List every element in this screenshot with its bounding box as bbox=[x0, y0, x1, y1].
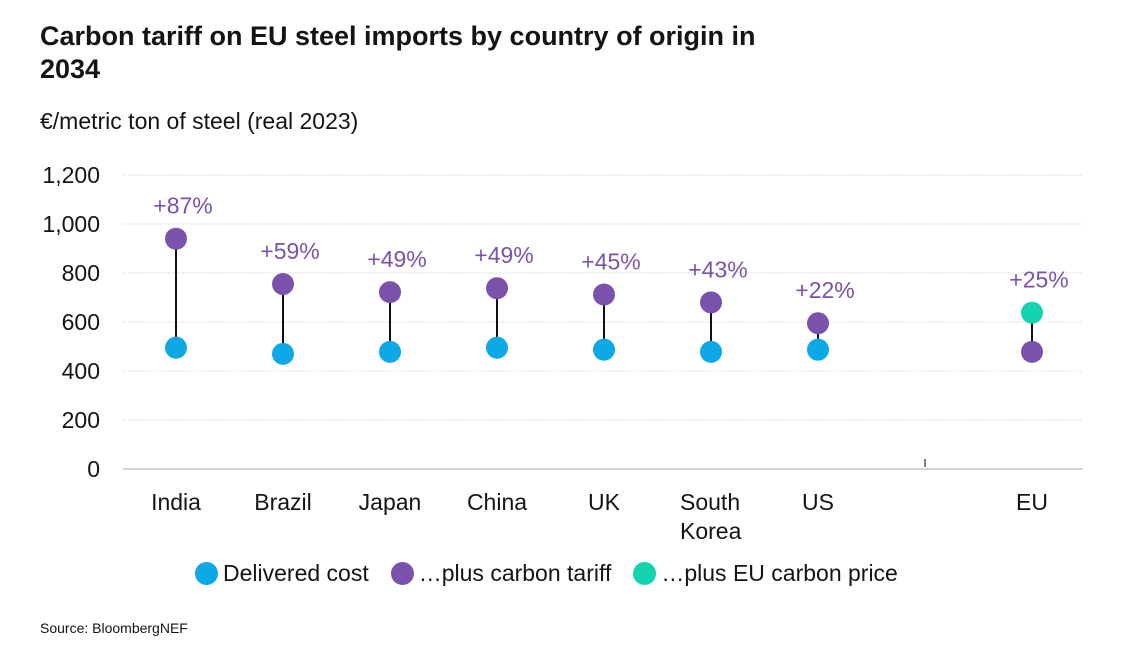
chart-title: Carbon tariff on EU steel imports by cou… bbox=[40, 21, 756, 84]
y-tick-label: 1,000 bbox=[42, 211, 100, 237]
x-category-label: Japan bbox=[359, 489, 422, 515]
delivered-cost-point bbox=[486, 336, 508, 359]
y-tick-label: 1,200 bbox=[42, 162, 100, 188]
carbon-tariff-point bbox=[486, 277, 508, 300]
y-tick-label: 600 bbox=[62, 309, 100, 335]
legend-item-delivered-cost: Delivered cost bbox=[195, 560, 369, 587]
x-category-label: UK bbox=[588, 489, 621, 515]
x-category-label: EU bbox=[1016, 489, 1048, 515]
chart-subtitle: €/metric ton of steel (real 2023) bbox=[40, 108, 359, 134]
x-category-label: China bbox=[467, 489, 527, 515]
legend-item-eu-carbon-price: …plus EU carbon price bbox=[633, 560, 898, 587]
percent-annotation: +43% bbox=[688, 256, 747, 282]
x-axis: India Brazil Japan China UK South Korea US EU bbox=[151, 489, 1048, 544]
carbon-tariff-point bbox=[165, 227, 187, 250]
x-category-label: South bbox=[680, 489, 740, 515]
legend-swatch-eu-carbon-price bbox=[633, 562, 657, 585]
x-category-label: India bbox=[151, 489, 201, 515]
delivered-cost-point bbox=[379, 340, 401, 363]
carbon-tariff-point bbox=[1021, 340, 1043, 363]
legend-item-carbon-tariff: …plus carbon tariff bbox=[390, 560, 612, 587]
x-category-label: US bbox=[802, 489, 834, 515]
legend-label-carbon-tariff: …plus carbon tariff bbox=[418, 560, 612, 586]
delivered-cost-point bbox=[165, 336, 187, 359]
y-axis: 0 200 400 600 800 1,000 1,200 bbox=[42, 162, 100, 482]
legend-label-delivered-cost: Delivered cost bbox=[223, 560, 369, 586]
delivered-cost-point bbox=[593, 338, 615, 361]
legend-label-eu-carbon-price: …plus EU carbon price bbox=[661, 560, 898, 586]
delivered-cost-point bbox=[807, 338, 829, 361]
annotations: +87% +59% +49% +49% +45% +43% +22% +25% bbox=[153, 193, 1068, 304]
percent-annotation: +59% bbox=[260, 238, 319, 264]
eu-carbon-price-point bbox=[1021, 301, 1043, 324]
delivered-cost-point bbox=[700, 340, 722, 363]
percent-annotation: +49% bbox=[367, 246, 426, 272]
x-category-label: Korea bbox=[680, 518, 742, 544]
y-tick-label: 0 bbox=[87, 456, 100, 482]
percent-annotation: +87% bbox=[153, 193, 212, 219]
legend: Delivered cost …plus carbon tariff …plus… bbox=[195, 560, 920, 587]
y-tick-label: 200 bbox=[62, 407, 100, 433]
delivered-cost-point bbox=[272, 342, 294, 365]
carbon-tariff-point bbox=[272, 273, 294, 296]
y-tick-label: 400 bbox=[62, 358, 100, 384]
source-note: Source: BloombergNEF bbox=[40, 620, 188, 636]
percent-annotation: +25% bbox=[1009, 267, 1068, 293]
carbon-tariff-point bbox=[379, 281, 401, 304]
percent-annotation: +22% bbox=[795, 277, 854, 303]
x-category-label: Brazil bbox=[254, 489, 312, 515]
data-points bbox=[165, 227, 1043, 365]
carbon-tariff-point bbox=[700, 291, 722, 314]
carbon-tariff-point bbox=[807, 312, 829, 335]
legend-swatch-carbon-tariff bbox=[390, 562, 414, 585]
percent-annotation: +45% bbox=[581, 249, 640, 275]
legend-swatch-delivered-cost bbox=[195, 562, 218, 585]
y-tick-label: 800 bbox=[62, 260, 100, 286]
carbon-tariff-point bbox=[593, 283, 615, 306]
percent-annotation: +49% bbox=[474, 242, 533, 268]
